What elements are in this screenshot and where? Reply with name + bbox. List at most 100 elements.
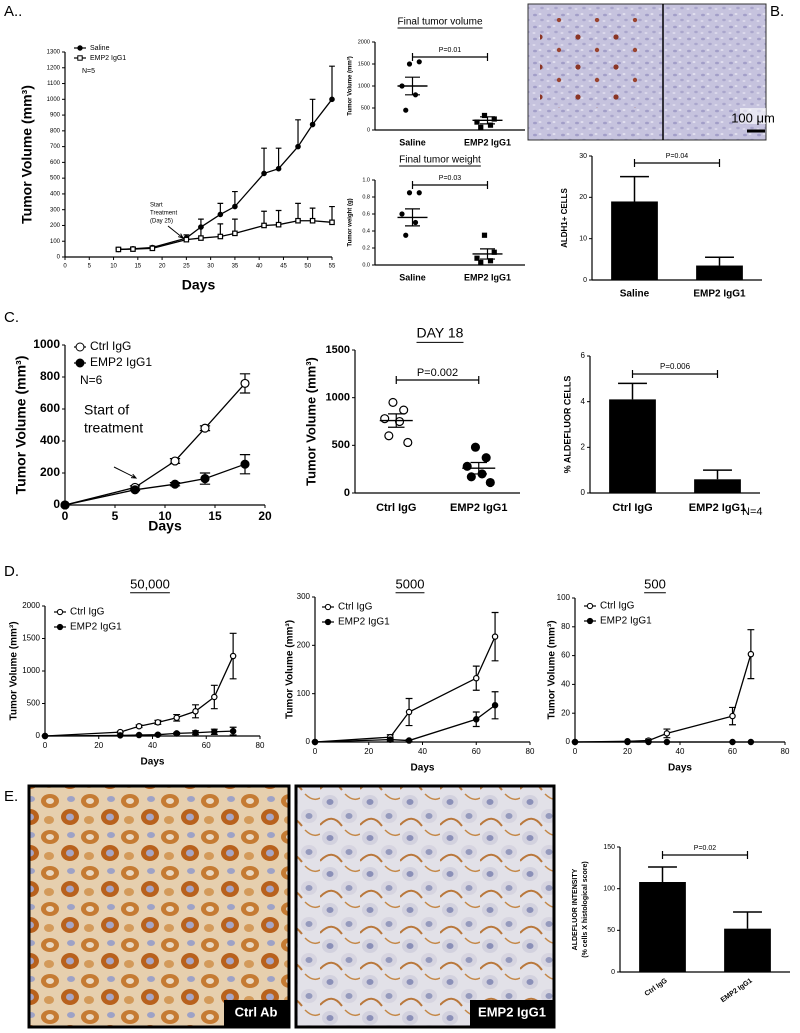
y-tick-label: 300 [50, 207, 61, 213]
annotation-arrow [167, 225, 185, 239]
data-point [473, 716, 480, 723]
chart-title: DAY 18 [417, 325, 464, 341]
y-tick-label: 0 [583, 277, 587, 284]
data-point [154, 731, 162, 738]
data-point [311, 738, 319, 746]
y-tick-label: 600 [40, 401, 60, 415]
x-tick-label: 5 [112, 509, 119, 523]
y-tick-label: 10 [579, 236, 587, 243]
chart-title: 5000 [396, 576, 425, 591]
x-tick-label: 0 [43, 741, 48, 750]
data-point [183, 236, 190, 243]
x-axis-label: Days [148, 518, 182, 534]
data-point [309, 217, 316, 224]
y-tick-label: 200 [40, 465, 60, 479]
x-tick-label: 5 [88, 264, 92, 270]
data-point [487, 122, 494, 128]
y-axis-label: Tumor Volume (mm³) [303, 357, 318, 486]
data-point [399, 211, 405, 217]
x-tick-label: 50 [304, 264, 311, 270]
x-axis-label: Days [141, 757, 165, 768]
data-point [571, 738, 579, 746]
y-tick-label: 300 [297, 592, 311, 601]
bar [609, 399, 656, 493]
data-point [149, 245, 156, 252]
y-tick-label: 1200 [47, 65, 61, 71]
data-point [41, 732, 49, 740]
y-tick-label: 2000 [22, 601, 40, 610]
x-tick-label: 15 [134, 264, 141, 270]
data-point [295, 143, 301, 150]
data-point [474, 255, 480, 261]
x-tick-label: 60 [202, 741, 211, 750]
y-tick-label: 500 [27, 699, 41, 708]
error-bar [329, 65, 335, 100]
data-point [470, 442, 481, 452]
data-point [240, 378, 250, 388]
chart-title: Final tumor volume [397, 17, 482, 28]
y-tick-label: 700 [50, 144, 61, 150]
data-point [192, 708, 199, 715]
legend-marker [75, 342, 85, 352]
error-bar [295, 119, 301, 147]
error-bar [309, 98, 316, 125]
x-tick-label: 80 [781, 747, 790, 756]
y-tick-label: 1.0 [362, 177, 370, 183]
ihc-image: Ctrl Ab [27, 784, 291, 1029]
y-tick-label: 1000 [326, 392, 350, 404]
bar [696, 265, 743, 280]
legend-label: Saline [90, 45, 110, 52]
data-point [645, 738, 652, 746]
data-point [217, 233, 224, 240]
y-axis-label: Tumor Volume (mm³) [19, 85, 35, 224]
y-tick-label: 150 [603, 844, 615, 851]
data-point [462, 461, 472, 471]
x-tick-label: EMP2 IgG1 [450, 502, 507, 514]
y-tick-label: 0 [581, 488, 586, 497]
legend-marker [324, 603, 332, 611]
data-point [329, 96, 335, 103]
error-bar [618, 382, 647, 400]
panel-label: D. [4, 563, 19, 580]
y-tick-label: 40 [561, 680, 570, 689]
y-tick-label: 4 [581, 397, 586, 406]
data-point [478, 124, 484, 130]
legend-marker [77, 55, 83, 61]
x-tick-label: 60 [728, 747, 737, 756]
x-tick-label: 20 [623, 747, 632, 756]
y-tick-label: 0.8 [362, 194, 370, 200]
data-point [729, 712, 736, 720]
y-tick-label: 1100 [47, 81, 61, 87]
data-point [173, 714, 180, 722]
y-tick-label: 50 [607, 927, 615, 934]
image-label: Ctrl Ab [235, 1004, 278, 1019]
y-axis-label: Tumor Volume (mm³) [347, 56, 354, 115]
y-tick-label: 60 [561, 651, 570, 660]
data-point [232, 230, 238, 237]
data-point [173, 730, 180, 737]
data-point [466, 472, 476, 482]
legend-label: EMP2 IgG1 [90, 55, 126, 62]
y-tick-label: 0 [367, 127, 370, 133]
data-point [473, 674, 480, 682]
data-point [485, 477, 495, 488]
data-point [117, 732, 124, 739]
data-point [295, 217, 301, 224]
data-point [329, 219, 335, 226]
x-tick-label: EMP2 IgG1 [693, 289, 746, 300]
y-tick-label: 100 [603, 886, 615, 893]
data-point [416, 59, 422, 65]
x-tick-label: Saline [399, 272, 426, 282]
bar [724, 928, 771, 972]
error-bar [733, 911, 762, 929]
scale-label: 100 μm [731, 110, 775, 125]
y-tick-label: 0 [57, 255, 61, 261]
data-point [481, 232, 488, 238]
x-tick-label: 45 [280, 264, 287, 270]
y-axis-label: Tumor Volume (mm³) [285, 620, 296, 719]
data-point [275, 221, 282, 228]
bar [694, 479, 741, 493]
legend-label: EMP2 IgG1 [338, 617, 390, 628]
